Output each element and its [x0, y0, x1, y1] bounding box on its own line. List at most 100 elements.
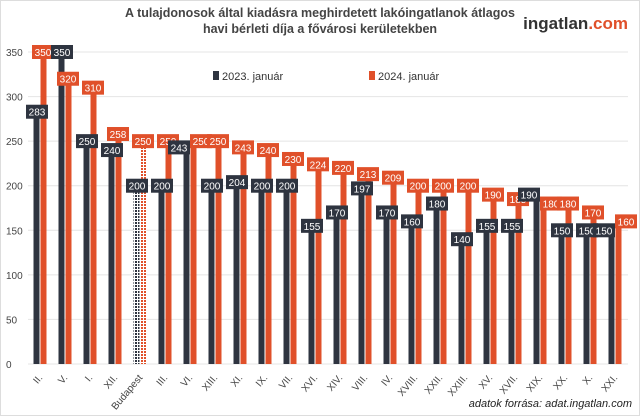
data-label-2023: 140	[454, 235, 471, 246]
bar-2023	[258, 185, 265, 364]
x-tick-label: XIV.	[325, 373, 345, 394]
bar-2023	[33, 111, 40, 365]
data-label-2024: 310	[85, 84, 102, 95]
bar-2023	[533, 194, 540, 364]
bar-2024	[315, 164, 322, 364]
data-label-2023: 155	[479, 222, 496, 233]
data-label-2023: 200	[279, 182, 296, 193]
x-tick-label: I.	[83, 373, 95, 384]
x-tick-label: V.	[56, 373, 70, 387]
data-label-2024: 170	[585, 208, 602, 219]
x-tick-label: IV.	[380, 373, 396, 389]
brand-logo: ingatlan.com	[523, 14, 628, 34]
data-label-bg-2024	[82, 80, 104, 95]
data-label-2023: 204	[229, 178, 246, 189]
x-tick-label: XXI.	[600, 373, 621, 395]
logo-main: ingatlan	[523, 14, 589, 33]
bar-2023	[408, 221, 415, 364]
data-label-bg-2023	[501, 218, 523, 233]
data-label-bg-2024	[257, 143, 279, 158]
data-label-bg-2024	[357, 167, 379, 182]
bar-2024	[165, 141, 172, 364]
data-label-2023: 160	[404, 217, 421, 228]
data-label-bg-2024	[582, 205, 604, 220]
data-label-2024: 320	[60, 75, 77, 86]
x-tick-label: XX.	[552, 373, 571, 392]
data-label-bg-2024	[382, 170, 404, 185]
data-label-2024: 350	[35, 48, 52, 59]
data-label-2024: 250	[135, 137, 152, 148]
data-label-bg-2024	[207, 134, 229, 149]
bar-2024	[140, 141, 147, 364]
data-label-2024: 180	[560, 200, 577, 211]
data-label-bg-2023	[126, 178, 148, 193]
data-label-bg-2024	[482, 187, 504, 202]
data-label-bg-2024	[432, 178, 454, 193]
data-label-2024: 243	[235, 143, 252, 154]
bar-2024	[415, 185, 422, 364]
data-label-bg-2024	[190, 134, 212, 149]
bar-2024	[515, 199, 522, 364]
data-label-bg-2024	[540, 196, 562, 211]
bar-2023	[233, 182, 240, 364]
bar-2023	[283, 185, 290, 364]
y-tick-label: 300	[6, 93, 23, 104]
bar-2023	[508, 225, 515, 364]
data-label-bg-2023	[76, 134, 98, 149]
bar-2023	[58, 52, 65, 364]
bar-2024	[215, 141, 222, 364]
bar-2023	[333, 212, 340, 364]
data-label-2023: 200	[154, 182, 171, 193]
data-label-bg-2023	[351, 181, 373, 196]
data-label-bg-2023	[226, 175, 248, 190]
data-label-bg-2024	[107, 127, 129, 142]
bar-2023	[158, 185, 165, 364]
bar-2024	[240, 147, 247, 364]
data-label-2024: 224	[310, 160, 327, 171]
bar-2023	[433, 203, 440, 364]
data-label-bg-2024	[332, 160, 354, 175]
data-label-2023: 180	[429, 200, 446, 211]
bar-2024	[615, 221, 622, 364]
x-tick-label: III.	[155, 373, 171, 389]
x-tick-label: XV.	[477, 373, 495, 392]
data-label-bg-2024	[457, 178, 479, 193]
data-label-bg-2024	[132, 134, 154, 149]
bar-2024	[190, 141, 197, 364]
data-label-2024: 250	[210, 137, 227, 148]
data-label-bg-2023	[426, 196, 448, 211]
data-label-2023: 170	[329, 208, 346, 219]
data-label-2024: 190	[485, 191, 502, 202]
data-label-2023: 170	[379, 208, 396, 219]
data-label-2023: 150	[554, 226, 571, 237]
x-tick-label: XVIII.	[396, 373, 420, 399]
data-label-2023: 283	[29, 108, 46, 119]
bar-2024	[265, 150, 272, 364]
x-tick-label: XI.	[229, 373, 245, 389]
y-tick-label: 0	[6, 360, 12, 371]
bar-2024	[390, 177, 397, 364]
bar-2023	[458, 239, 465, 364]
data-label-bg-2023	[401, 214, 423, 229]
data-label-bg-2023	[551, 223, 573, 238]
data-label-bg-2024	[232, 140, 254, 155]
x-tick-label: XVII.	[498, 373, 520, 397]
x-tick-label: XXII.	[423, 373, 445, 397]
bar-2023	[83, 141, 90, 364]
x-tick-label: VIII.	[350, 373, 370, 394]
data-label-2023: 350	[54, 48, 71, 59]
data-label-bg-2024	[615, 214, 637, 229]
y-tick-label: 200	[6, 182, 23, 193]
logo-suffix: .com	[588, 14, 628, 33]
data-label-bg-2024	[282, 151, 304, 166]
x-tick-label: XIII.	[200, 373, 220, 394]
data-label-2024: 180	[543, 200, 560, 211]
data-label-2023: 200	[254, 182, 271, 193]
data-label-2023: 155	[304, 222, 321, 233]
y-tick-label: 100	[6, 271, 23, 282]
data-label-bg-2023	[326, 205, 348, 220]
data-label-2024: 240	[260, 146, 277, 157]
bar-2023	[208, 185, 215, 364]
